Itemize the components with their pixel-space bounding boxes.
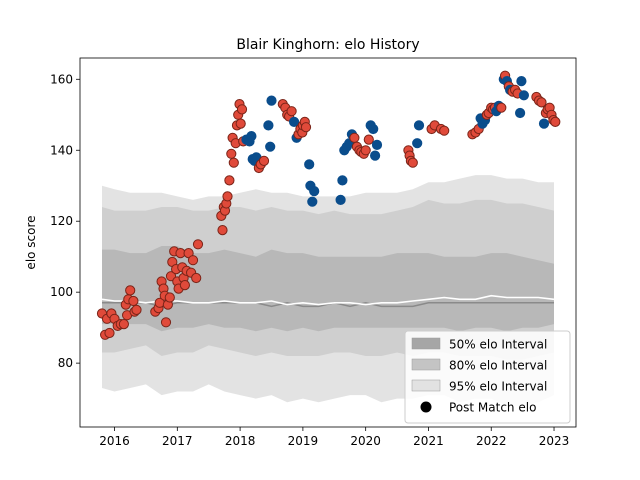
- legend-label: 95% elo Interval: [449, 380, 547, 394]
- legend-marker: [420, 401, 432, 413]
- point-win: [300, 122, 312, 133]
- median-line: [101, 294, 555, 306]
- point-win: [286, 106, 297, 117]
- point-win: [131, 304, 142, 315]
- point-loss: [516, 76, 527, 87]
- point-win: [360, 145, 371, 156]
- point-win: [226, 148, 237, 159]
- x-axis: 2016 2017 2018 2019 2020 2021 2022 2023: [99, 427, 569, 448]
- point-win: [496, 102, 507, 113]
- y-tick-label: 120: [50, 214, 73, 228]
- point-win: [187, 255, 199, 266]
- point-win: [179, 280, 190, 291]
- legend-label: 80% elo Interval: [449, 359, 547, 373]
- point-win: [217, 225, 228, 236]
- x-tick-label: 2021: [413, 434, 444, 448]
- point-loss: [515, 107, 526, 119]
- chart-title: Blair Kinghorn: elo History: [236, 37, 419, 53]
- legend-swatch: [411, 379, 441, 392]
- legend: 50% elo Interval 80% elo Interval 95% elo …: [404, 330, 571, 424]
- point-loss: [370, 150, 381, 161]
- plot-frame: [79, 57, 577, 428]
- point-win: [125, 285, 136, 296]
- point-loss: [337, 175, 348, 186]
- point-loss: [246, 131, 257, 142]
- point-loss: [309, 186, 320, 197]
- point-loss: [371, 139, 383, 150]
- point-win: [192, 239, 204, 250]
- point-loss: [413, 120, 425, 131]
- mean-line: [102, 302, 554, 308]
- point-loss: [368, 123, 379, 135]
- point-loss: [304, 159, 315, 170]
- point-win: [222, 191, 233, 202]
- x-tick-label: 2018: [225, 434, 256, 448]
- point-win: [160, 317, 172, 328]
- y-axis-title: elo score: [24, 215, 38, 269]
- point-win: [228, 157, 239, 168]
- point-win: [550, 116, 561, 128]
- interval-lines: [101, 294, 555, 308]
- y-tick-label: 140: [50, 143, 73, 157]
- interval-bands: [102, 175, 554, 406]
- point-win: [349, 132, 360, 143]
- point-win: [128, 295, 139, 307]
- point-loss: [265, 141, 276, 152]
- point-win: [536, 97, 547, 108]
- point-win: [164, 292, 175, 303]
- point-win: [224, 175, 235, 186]
- point-win: [235, 118, 246, 129]
- legend-label: 50% elo Interval: [449, 338, 547, 352]
- band-50: [102, 246, 554, 332]
- x-tick-label: 2023: [539, 434, 570, 448]
- point-loss: [335, 194, 346, 205]
- point-win: [118, 319, 130, 330]
- legend-label: Post Match elo: [449, 401, 536, 415]
- point-loss: [289, 116, 300, 128]
- x-tick-label: 2017: [162, 434, 193, 448]
- point-loss: [307, 196, 318, 207]
- post-match-points: [96, 70, 561, 340]
- point-win: [191, 272, 202, 284]
- legend-box: [404, 330, 571, 424]
- y-axis: 80 100 120 140 160: [50, 72, 80, 370]
- point-win: [407, 157, 418, 168]
- x-tick-label: 2022: [476, 434, 507, 448]
- point-win: [363, 134, 374, 145]
- point-win: [439, 125, 450, 136]
- point-win: [258, 155, 270, 166]
- x-tick-label: 2020: [350, 434, 381, 448]
- legend-swatch: [411, 358, 441, 371]
- x-tick-label: 2016: [99, 434, 130, 448]
- point-loss: [518, 90, 530, 101]
- y-tick-label: 80: [58, 356, 73, 370]
- x-tick-label: 2019: [288, 434, 319, 448]
- point-loss: [266, 95, 277, 106]
- y-tick-label: 160: [50, 72, 73, 86]
- point-win: [104, 327, 115, 339]
- y-tick-label: 100: [50, 285, 73, 299]
- point-win: [236, 104, 248, 115]
- point-loss: [263, 120, 274, 131]
- legend-swatch: [411, 337, 441, 350]
- point-loss: [412, 138, 423, 149]
- point-loss: [538, 118, 550, 129]
